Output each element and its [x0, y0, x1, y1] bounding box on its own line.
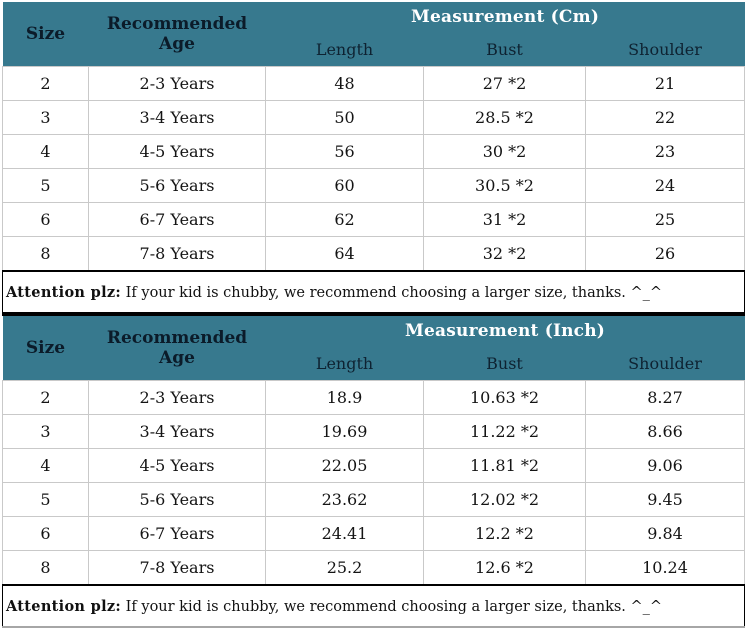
attention-row: Attention plz: If your kid is chubby, we… — [1, 584, 746, 628]
cell-age: 7-8 Years — [88, 236, 266, 272]
cell-bust: 32 *2 — [423, 236, 586, 272]
cell-age: 5-6 Years — [88, 482, 266, 517]
cell-shoulder: 22 — [584, 100, 746, 135]
cell-age: 7-8 Years — [88, 550, 266, 586]
cell-length: 60 — [265, 168, 424, 203]
size-table-inch: Size Recommended Age Measurement (Inch) … — [1, 316, 746, 628]
cell-shoulder: 9.45 — [584, 482, 746, 517]
cell-age: 3-4 Years — [88, 414, 266, 449]
cell-size: 4 — [2, 448, 89, 483]
column-header-age: Recommended Age — [88, 2, 266, 67]
size-table-cm-header: Size Recommended Age Measurement (Cm) Le… — [2, 2, 745, 67]
cell-size: 8 — [2, 236, 89, 272]
cell-size: 5 — [2, 168, 89, 203]
cell-shoulder: 24 — [584, 168, 746, 203]
column-header-bust: Bust — [423, 346, 586, 381]
table-row: 3 3-4 Years 19.69 11.22 *2 8.66 — [2, 414, 746, 449]
cell-length: 64 — [265, 236, 424, 272]
attention-label: Attention plz: — [6, 597, 122, 615]
cell-age: 2-3 Years — [88, 66, 266, 101]
cell-age: 4-5 Years — [88, 448, 266, 483]
cell-age: 3-4 Years — [88, 100, 266, 135]
cell-shoulder: 9.06 — [584, 448, 746, 483]
cell-shoulder: 10.24 — [584, 550, 746, 586]
table-row: 5 5-6 Years 23.62 12.02 *2 9.45 — [2, 482, 746, 517]
cell-bust: 27 *2 — [423, 66, 586, 101]
cell-length: 50 — [265, 100, 424, 135]
attention-note-inch: Attention plz: If your kid is chubby, we… — [1, 584, 746, 628]
column-header-shoulder: Shoulder — [585, 32, 745, 67]
cell-size: 2 — [2, 380, 89, 415]
cell-size: 6 — [2, 516, 89, 551]
cell-length: 48 — [265, 66, 424, 101]
table-row: 8 7-8 Years 64 32 *2 26 — [2, 236, 746, 272]
column-header-size: Size — [2, 316, 89, 381]
cell-size: 6 — [2, 202, 89, 237]
column-header-shoulder: Shoulder — [585, 346, 745, 381]
attention-note-cm: Attention plz: If your kid is chubby, we… — [1, 270, 746, 316]
cell-shoulder: 23 — [584, 134, 746, 169]
cell-bust: 12.02 *2 — [423, 482, 586, 517]
cell-age: 5-6 Years — [88, 168, 266, 203]
cell-bust: 30 *2 — [423, 134, 586, 169]
cell-shoulder: 26 — [584, 236, 746, 272]
cell-age: 6-7 Years — [88, 516, 266, 551]
column-group-measurement-cm: Measurement (Cm) — [265, 2, 745, 32]
cell-bust: 12.2 *2 — [423, 516, 586, 551]
table-row: 2 2-3 Years 48 27 *2 21 — [2, 66, 746, 101]
cell-shoulder: 25 — [584, 202, 746, 237]
column-header-length: Length — [265, 346, 424, 381]
size-table-cm: Size Recommended Age Measurement (Cm) Le… — [1, 2, 746, 316]
cell-age: 6-7 Years — [88, 202, 266, 237]
cell-size: 3 — [2, 414, 89, 449]
table-row: 8 7-8 Years 25.2 12.6 *2 10.24 — [2, 550, 746, 586]
cell-length: 56 — [265, 134, 424, 169]
cell-bust: 11.22 *2 — [423, 414, 586, 449]
column-header-bust: Bust — [423, 32, 586, 67]
attention-row: Attention plz: If your kid is chubby, we… — [1, 270, 746, 316]
cell-size: 3 — [2, 100, 89, 135]
cell-bust: 30.5 *2 — [423, 168, 586, 203]
cell-shoulder: 9.84 — [584, 516, 746, 551]
cell-shoulder: 21 — [584, 66, 746, 101]
cell-length: 18.9 — [265, 380, 424, 415]
cell-length: 24.41 — [265, 516, 424, 551]
cell-length: 22.05 — [265, 448, 424, 483]
cell-age: 4-5 Years — [88, 134, 266, 169]
cell-bust: 11.81 *2 — [423, 448, 586, 483]
cell-size: 4 — [2, 134, 89, 169]
column-header-length: Length — [265, 32, 424, 67]
attention-label: Attention plz: — [6, 283, 122, 301]
table-row: 6 6-7 Years 62 31 *2 25 — [2, 202, 746, 237]
table-row: 4 4-5 Years 22.05 11.81 *2 9.06 — [2, 448, 746, 483]
cell-bust: 12.6 *2 — [423, 550, 586, 586]
cell-size: 8 — [2, 550, 89, 586]
table-row: 6 6-7 Years 24.41 12.2 *2 9.84 — [2, 516, 746, 551]
cell-size: 2 — [2, 66, 89, 101]
cell-shoulder: 8.66 — [584, 414, 746, 449]
column-header-age: Recommended Age — [88, 316, 266, 381]
cell-length: 62 — [265, 202, 424, 237]
cell-age: 2-3 Years — [88, 380, 266, 415]
column-group-measurement-inch: Measurement (Inch) — [265, 316, 745, 346]
cell-length: 23.62 — [265, 482, 424, 517]
table-row: 2 2-3 Years 18.9 10.63 *2 8.27 — [2, 380, 746, 415]
cell-length: 19.69 — [265, 414, 424, 449]
attention-text: If your kid is chubby, we recommend choo… — [121, 284, 663, 301]
column-header-size: Size — [2, 2, 89, 67]
table-row: 3 3-4 Years 50 28.5 *2 22 — [2, 100, 746, 135]
size-table-inch-header: Size Recommended Age Measurement (Inch) … — [2, 316, 745, 381]
cell-length: 25.2 — [265, 550, 424, 586]
cell-size: 5 — [2, 482, 89, 517]
table-row: 4 4-5 Years 56 30 *2 23 — [2, 134, 746, 169]
attention-text: If your kid is chubby, we recommend choo… — [121, 598, 663, 615]
cell-bust: 31 *2 — [423, 202, 586, 237]
cell-shoulder: 8.27 — [584, 380, 746, 415]
cell-bust: 28.5 *2 — [423, 100, 586, 135]
table-row: 5 5-6 Years 60 30.5 *2 24 — [2, 168, 746, 203]
cell-bust: 10.63 *2 — [423, 380, 586, 415]
